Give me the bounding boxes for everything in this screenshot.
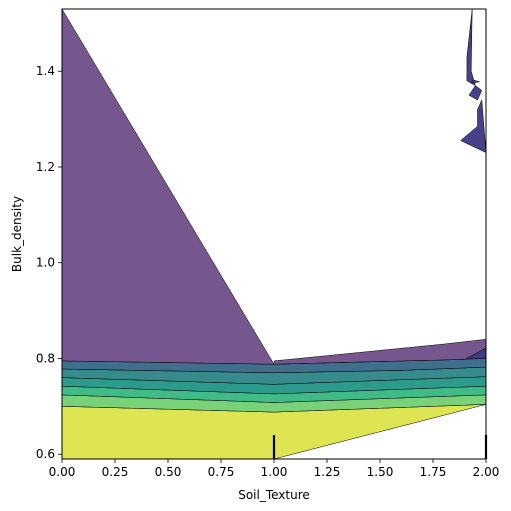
x-tick-label: 0.75: [208, 465, 235, 479]
x-tick-label: 1.00: [261, 465, 288, 479]
y-tick-label: 0.8: [36, 351, 55, 365]
y-tick-label: 1.0: [36, 256, 55, 270]
contour-fills: [61, 8, 487, 460]
x-axis-label: Soil_Texture: [238, 488, 310, 502]
y-tick-label: 1.4: [36, 64, 55, 78]
x-tick-label: 1.25: [314, 465, 341, 479]
x-tick-label: 0.25: [102, 465, 129, 479]
x-tick-label: 0.50: [155, 465, 182, 479]
contour-level-13: [460, 99, 487, 153]
y-axis-label: Bulk_density: [10, 196, 24, 272]
y-tick-label: 0.6: [36, 447, 55, 461]
y-axis: 0.6 0.8 1.0 1.2 1.4: [36, 64, 62, 461]
contour-level-11: [470, 79, 480, 84]
x-tick-label: 1.50: [367, 465, 394, 479]
y-tick-label: 1.2: [36, 160, 55, 174]
contour-level-8: [61, 8, 275, 365]
contour-level-10: [466, 8, 476, 86]
x-tick-label: 0.00: [49, 465, 76, 479]
contour-level-12: [468, 85, 483, 101]
x-tick-label: 1.75: [420, 465, 447, 479]
x-axis: 0.00 0.25 0.50 0.75 1.00 1.25 1.50 1.75 2.00: [49, 459, 500, 479]
x-tick-label: 2.00: [473, 465, 500, 479]
